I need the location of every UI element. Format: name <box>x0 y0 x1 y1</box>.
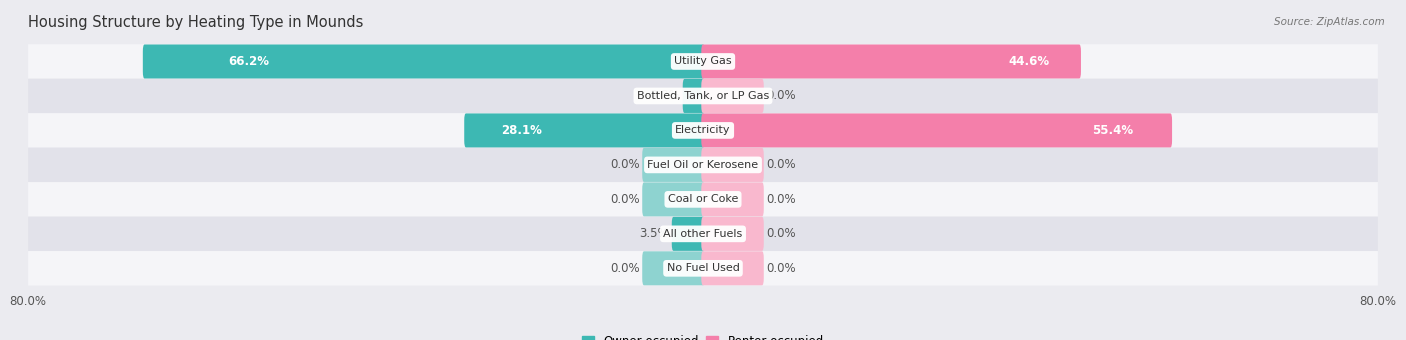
Text: All other Fuels: All other Fuels <box>664 229 742 239</box>
FancyBboxPatch shape <box>28 182 1378 217</box>
Text: 0.0%: 0.0% <box>766 262 796 275</box>
FancyBboxPatch shape <box>464 114 704 148</box>
FancyBboxPatch shape <box>28 217 1378 251</box>
FancyBboxPatch shape <box>143 45 704 79</box>
Text: 0.0%: 0.0% <box>610 262 640 275</box>
FancyBboxPatch shape <box>643 251 704 285</box>
Text: Utility Gas: Utility Gas <box>675 56 731 67</box>
FancyBboxPatch shape <box>28 79 1378 113</box>
FancyBboxPatch shape <box>672 217 704 251</box>
Text: 0.0%: 0.0% <box>766 89 796 102</box>
Text: 55.4%: 55.4% <box>1092 124 1133 137</box>
Text: 2.2%: 2.2% <box>651 89 681 102</box>
FancyBboxPatch shape <box>702 182 763 216</box>
Text: Coal or Coke: Coal or Coke <box>668 194 738 204</box>
Text: No Fuel Used: No Fuel Used <box>666 263 740 273</box>
FancyBboxPatch shape <box>28 44 1378 79</box>
FancyBboxPatch shape <box>702 79 763 113</box>
Text: Housing Structure by Heating Type in Mounds: Housing Structure by Heating Type in Mou… <box>28 15 364 30</box>
Text: Source: ZipAtlas.com: Source: ZipAtlas.com <box>1274 17 1385 27</box>
Text: Bottled, Tank, or LP Gas: Bottled, Tank, or LP Gas <box>637 91 769 101</box>
FancyBboxPatch shape <box>643 182 704 216</box>
Legend: Owner-occupied, Renter-occupied: Owner-occupied, Renter-occupied <box>578 330 828 340</box>
Text: 3.5%: 3.5% <box>640 227 669 240</box>
FancyBboxPatch shape <box>28 113 1378 148</box>
Text: 0.0%: 0.0% <box>766 158 796 171</box>
Text: Fuel Oil or Kerosene: Fuel Oil or Kerosene <box>647 160 759 170</box>
Text: 44.6%: 44.6% <box>1008 55 1049 68</box>
FancyBboxPatch shape <box>683 79 704 113</box>
FancyBboxPatch shape <box>28 251 1378 286</box>
FancyBboxPatch shape <box>702 217 763 251</box>
Text: 66.2%: 66.2% <box>228 55 270 68</box>
FancyBboxPatch shape <box>702 45 1081 79</box>
Text: 0.0%: 0.0% <box>766 193 796 206</box>
FancyBboxPatch shape <box>702 148 763 182</box>
Text: 28.1%: 28.1% <box>502 124 543 137</box>
FancyBboxPatch shape <box>702 251 763 285</box>
Text: Electricity: Electricity <box>675 125 731 135</box>
FancyBboxPatch shape <box>702 114 1173 148</box>
FancyBboxPatch shape <box>643 148 704 182</box>
Text: 0.0%: 0.0% <box>610 158 640 171</box>
Text: 0.0%: 0.0% <box>610 193 640 206</box>
FancyBboxPatch shape <box>28 148 1378 182</box>
Text: 0.0%: 0.0% <box>766 227 796 240</box>
